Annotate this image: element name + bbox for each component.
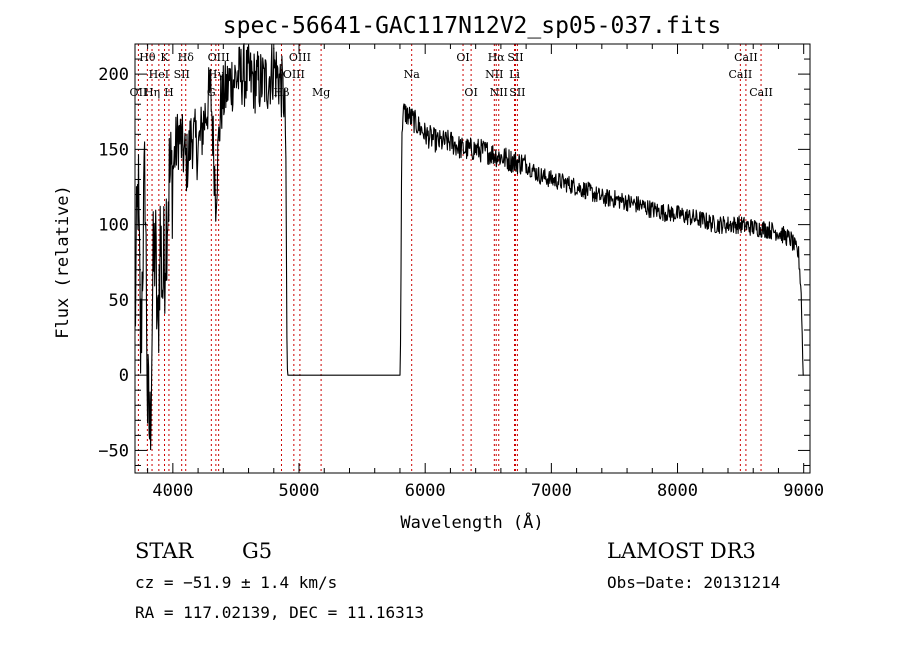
y-tick-label: −50 bbox=[98, 441, 129, 461]
plot-frame bbox=[134, 43, 811, 474]
line-marker-label: SII bbox=[509, 86, 525, 99]
line-marker-label: CaII bbox=[734, 51, 758, 64]
spectrum-line bbox=[134, 43, 804, 451]
line-marker-label: Hα bbox=[488, 51, 506, 64]
redshift-velocity: cz = −51.9 ± 1.4 km/s bbox=[135, 573, 338, 592]
line-marker-label: HeI bbox=[149, 68, 169, 81]
line-markers bbox=[137, 44, 762, 473]
line-marker-label: OII bbox=[130, 86, 148, 99]
line-marker-label: Hδ bbox=[178, 51, 195, 64]
y-tick-label: 0 bbox=[119, 366, 129, 386]
x-tick-label: 5000 bbox=[279, 481, 320, 501]
y-tick-label: 150 bbox=[98, 140, 129, 160]
line-marker-label: CaII bbox=[749, 86, 773, 99]
object-subclass: G5 bbox=[242, 539, 273, 563]
line-marker-label: OI bbox=[456, 51, 469, 64]
line-marker-label: NII bbox=[485, 68, 503, 81]
line-marker-label: CaII bbox=[729, 68, 753, 81]
chart-title: spec-56641-GAC117N12V2_sp05-037.fits bbox=[223, 13, 722, 39]
axis-tick-labels: 4000 5000 6000 7000 8000 9000 −50 0 50 100 150 200 bbox=[98, 65, 824, 501]
line-marker-label: OIII bbox=[289, 51, 311, 64]
x-tick-label: 4000 bbox=[152, 481, 193, 501]
x-tick-label: 6000 bbox=[405, 481, 446, 501]
axis-ticks bbox=[135, 43, 810, 473]
line-marker-label: Mg bbox=[312, 86, 330, 99]
line-marker-label: SII bbox=[174, 68, 190, 81]
y-tick-label: 50 bbox=[109, 291, 129, 311]
line-marker-label: OIII bbox=[208, 51, 230, 64]
survey-name: LAMOST DR3 bbox=[607, 539, 756, 563]
line-marker-label: Hη bbox=[144, 86, 160, 99]
x-tick-label: 9000 bbox=[783, 481, 824, 501]
observation-date: Obs−Date: 20131214 bbox=[607, 573, 781, 592]
line-marker-label: Li bbox=[509, 68, 520, 81]
object-class: STAR bbox=[135, 539, 194, 563]
line-marker-label: OIII bbox=[283, 68, 305, 81]
line-marker-label: SII bbox=[507, 51, 523, 64]
y-axis-label: Flux (relative) bbox=[53, 185, 73, 339]
x-tick-label: 7000 bbox=[531, 481, 572, 501]
line-marker-label: NII bbox=[490, 86, 508, 99]
line-marker-label: K bbox=[160, 51, 169, 64]
x-axis-label: Wavelength (Å) bbox=[400, 511, 543, 533]
coordinates: RA = 117.02139, DEC = 11.16313 bbox=[135, 603, 424, 622]
line-marker-label: Na bbox=[404, 68, 421, 81]
line-marker-label: OI bbox=[464, 86, 477, 99]
y-tick-label: 200 bbox=[98, 65, 129, 85]
y-tick-label: 100 bbox=[98, 216, 129, 236]
x-tick-label: 8000 bbox=[657, 481, 698, 501]
line-marker-label: H bbox=[164, 86, 174, 99]
line-marker-label: Hθ bbox=[139, 51, 156, 64]
